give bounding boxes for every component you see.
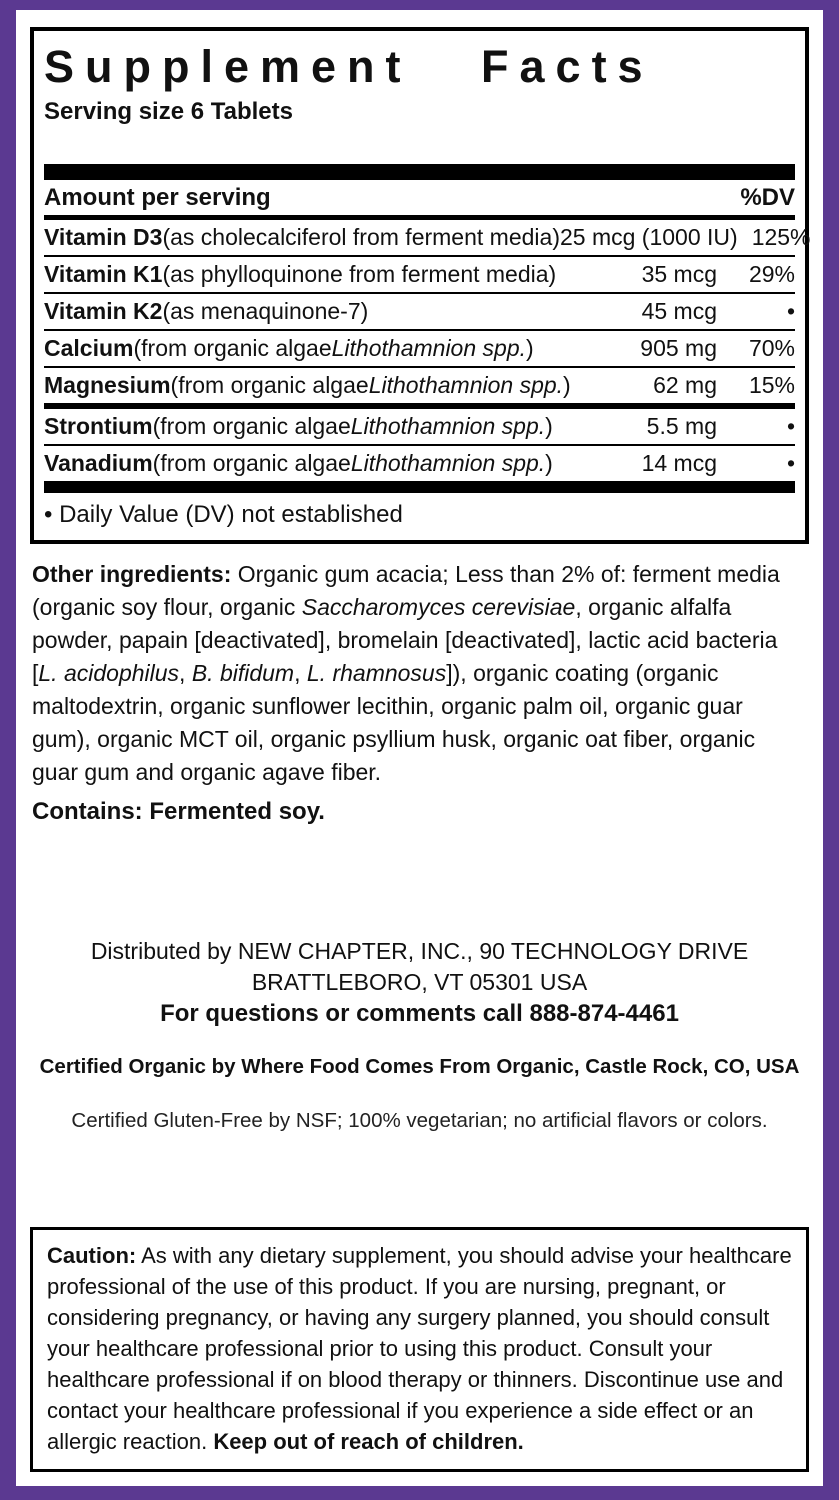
distribution-block: Distributed by NEW CHAPTER, INC., 90 TEC… [30,936,809,1029]
nutrient-amount: 14 mcg [641,450,717,476]
other-ingredients-text: Organic gum acacia; Less than 2% of: fer… [32,561,780,620]
other-ingredients-text: , [294,660,307,686]
nutrient-amount: 905 mg [640,335,717,361]
nutrient-desc: (from organic algae [133,335,332,361]
caution-emphasis: Keep out of reach of children. [213,1429,524,1454]
table-row-vitamin-d3: Vitamin D3 (as cholecalciferol from ferm… [44,220,811,255]
nutrient-desc-post: ) [545,413,553,439]
serving-size: Serving size 6 Tablets [44,98,293,125]
nutrient-name: Vitamin K2 [44,298,163,324]
distributor-line: Distributed by NEW CHAPTER, INC., 90 TEC… [90,938,749,964]
nutrient-amount: 62 mg [653,372,717,398]
contains-statement: Contains: Fermented soy. [32,798,325,825]
nutrient-name: Strontium [44,413,153,439]
nutrient-dv: • [786,298,795,324]
nutrient-name: Vanadium [44,450,153,476]
header-amount-per-serving: Amount per serving [44,184,271,211]
other-ingredients-text: ]), organic coating (organic maltodextri… [32,660,756,785]
nutrient-dv: 70% [748,335,795,361]
nutrient-amount: 35 mcg [641,261,717,287]
nutrient-desc: (from organic algae [152,450,351,476]
nutrient-desc-italic: Lithothamnion spp. [350,413,546,439]
nutrient-desc-italic: Lithothamnion spp. [350,450,546,476]
nutrient-desc-post: ) [526,335,534,361]
table-row-vitamin-k1: Vitamin K1 (as phylloquinone from fermen… [44,255,795,292]
nutrient-dv: • [786,413,795,439]
nutrient-desc: (as menaquinone-7) [162,298,369,324]
nutrient-dv: 15% [748,372,795,398]
nutrient-desc-post: ) [563,372,571,398]
panel-title: Supplement Facts [44,41,654,92]
nutrient-desc-italic: Lithothamnion spp. [331,335,526,361]
table-row-magnesium: Magnesium (from organic algae Lithothamn… [44,366,795,403]
dv-footnote: • Daily Value (DV) not established [44,501,403,528]
species-italic: B. bifidum [191,660,295,686]
caution-box: Caution: As with any dietary supplement,… [30,1227,809,1472]
caution-body: As with any dietary supplement, you shou… [47,1243,792,1454]
table-row-strontium: Strontium (from organic algae Lithothamn… [44,403,795,444]
other-ingredients-text: , organic alfalfa powder, papain [deacti… [32,594,778,686]
species-italic: L. acidophilus [38,660,180,686]
header-rule [44,215,795,220]
nutrient-desc-italic: Lithothamnion spp. [368,372,564,398]
nutrient-amount: 5.5 mg [646,413,717,439]
species-italic: L. rhamnosus [306,660,447,686]
nutrient-name: Vitamin K1 [44,261,163,287]
supplement-facts-panel: Supplement Facts Serving size 6 Tablets … [30,27,811,544]
certified-organic-line: Certified Organic by Where Food Comes Fr… [39,1055,800,1078]
nutrient-desc: (as phylloquinone from ferment media) [162,261,557,287]
nutrient-dv: 29% [748,261,795,287]
certified-gluten-free-line: Certified Gluten-Free by NSF; 100% veget… [71,1109,768,1132]
nutrient-amount: 45 mcg [641,298,717,324]
other-ingredients-label: Other ingredients: [32,561,232,587]
nutrient-name: Vitamin D3 [44,224,163,250]
table-header-row: Amount per serving %DV [44,180,795,215]
nutrient-amount: 25 mcg (1000 IU) [559,224,738,250]
caution-label: Caution: [47,1243,137,1268]
species-italic: Saccharomyces cerevisiae [301,594,576,620]
nutrient-dv: 125% [751,224,811,250]
header-percent-dv: %DV [740,184,795,211]
thick-divider-bottom [44,481,795,493]
other-ingredients-paragraph: Other ingredients: Organic gum acacia; L… [32,558,807,789]
nutrient-name: Calcium [44,335,134,361]
table-row-vitamin-k2: Vitamin K2 (as menaquinone-7) 45 mcg • [44,292,795,329]
other-ingredients-text: , [179,660,192,686]
nutrient-desc-post: ) [545,450,553,476]
nutrient-dv: • [786,450,795,476]
nutrient-desc: (as cholecalciferol from ferment media) [162,224,560,250]
distributor-city-line: BRATTLEBORO, VT 05301 USA [251,969,588,995]
nutrient-name: Magnesium [44,372,171,398]
thick-divider-top [44,164,795,180]
table-row-vanadium: Vanadium (from organic algae Lithothamni… [44,444,795,481]
table-row-calcium: Calcium (from organic algae Lithothamnio… [44,329,795,366]
label-content-area: Supplement Facts Serving size 6 Tablets … [16,10,823,1486]
nutrient-desc: (from organic algae [170,372,369,398]
phone-line: For questions or comments call 888-874-4… [160,1000,679,1027]
nutrient-desc: (from organic algae [152,413,351,439]
